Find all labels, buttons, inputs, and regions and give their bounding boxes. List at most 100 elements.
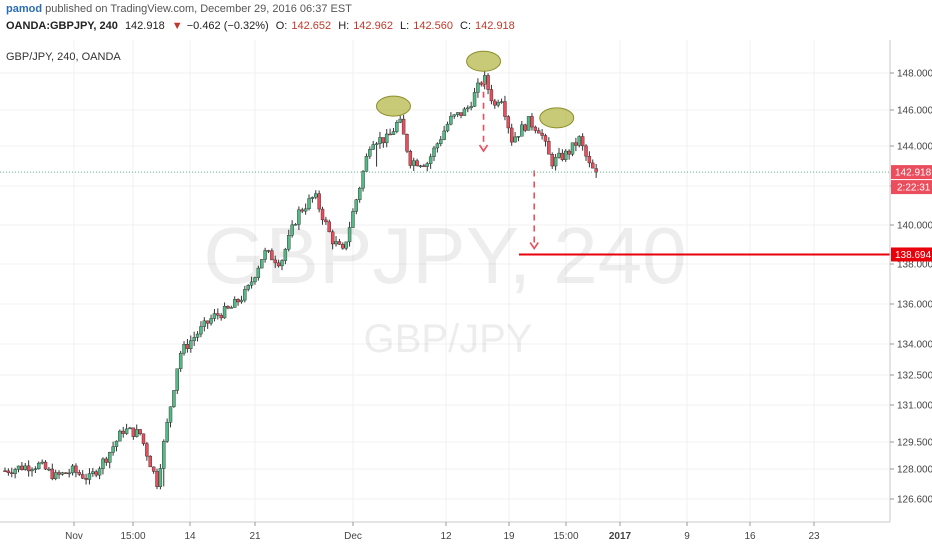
- candle-body: [466, 107, 470, 110]
- candle-body: [50, 468, 54, 480]
- candle-body: [462, 108, 467, 116]
- candle-body: [428, 156, 433, 164]
- candle-body: [499, 101, 504, 103]
- high-label: H:: [338, 20, 350, 32]
- candle-body: [469, 106, 473, 109]
- chart-legend: GBP/JPY, 240, OANDA: [6, 51, 121, 63]
- candle-body: [550, 154, 554, 167]
- candle-body: [357, 187, 362, 200]
- candle-body: [77, 472, 82, 475]
- candle-body: [108, 452, 112, 463]
- candle-body: [371, 144, 375, 150]
- candle-body: [114, 440, 119, 447]
- candle-body: [101, 458, 105, 469]
- candle-body: [567, 150, 571, 155]
- candle-body: [368, 149, 372, 157]
- candle-body: [26, 465, 31, 472]
- candle-body: [172, 390, 176, 407]
- candle-body: [374, 143, 379, 145]
- candle-body: [239, 299, 244, 303]
- y-tick-label: 144.000: [897, 142, 932, 153]
- candle-body: [3, 470, 7, 472]
- watermark-symbol: GBPJPY, 240: [203, 211, 686, 300]
- candle-body: [560, 152, 565, 160]
- candle-body: [472, 92, 477, 107]
- candle-body: [293, 224, 298, 226]
- candle-body: [104, 458, 109, 463]
- candle-body: [303, 208, 308, 212]
- candle-body: [128, 427, 132, 430]
- candle-body: [334, 241, 338, 245]
- y-tick-label: 132.500: [897, 371, 932, 382]
- candle-body: [141, 433, 146, 444]
- y-tick-label: 148.000: [897, 69, 932, 80]
- candle-body: [158, 468, 163, 487]
- candle-body: [70, 465, 75, 474]
- candle-body: [30, 469, 34, 472]
- candle-body: [486, 75, 490, 90]
- candle-body: [520, 124, 524, 137]
- candle-body: [33, 468, 38, 470]
- candle-body: [287, 235, 291, 250]
- candle-body: [91, 471, 95, 474]
- last-price-label: 142.918: [895, 168, 932, 179]
- candle-body: [479, 82, 483, 85]
- price-axis[interactable]: 126.600 128.000 129.500 131.000 132.500 134.0…: [890, 69, 932, 506]
- countdown-marker: [891, 180, 932, 195]
- x-tick-label: 19: [503, 531, 515, 542]
- candle-body: [256, 267, 261, 278]
- marker-ellipse: [375, 95, 411, 117]
- marker-ellipse: [466, 50, 502, 72]
- candle-body: [412, 160, 416, 166]
- candle-body: [145, 443, 149, 457]
- high-value: 142.962: [353, 20, 393, 32]
- price-chart[interactable]: GBPJPY, 240 GBP/JPY 126.600 128.000 129.50…: [0, 40, 932, 550]
- candle-body: [209, 318, 213, 324]
- candle-body: [297, 209, 301, 225]
- candle-body: [283, 249, 288, 261]
- publish-text: published on TradingView.com, December 2…: [45, 3, 352, 15]
- candle-body: [361, 171, 365, 189]
- x-tick-label: 21: [249, 531, 261, 542]
- candle-body: [418, 165, 423, 167]
- candle-body: [452, 114, 456, 117]
- candle-body: [47, 468, 51, 471]
- candle-body: [37, 462, 41, 469]
- grid: [0, 40, 890, 522]
- candle-body: [189, 340, 193, 349]
- candle-body: [530, 116, 534, 128]
- candle-body: [354, 199, 359, 212]
- candle-body: [263, 250, 267, 260]
- candle-body: [324, 219, 328, 223]
- candle-body: [43, 461, 48, 470]
- y-tick-label: 129.500: [897, 438, 932, 449]
- x-tick-label: 16: [744, 531, 756, 542]
- time-axis[interactable]: Nov 15:00 14 21 Dec 12 19 15:00 2017 9 16 23: [65, 522, 820, 542]
- x-tick-label: Dec: [344, 531, 362, 542]
- y-tick-label: 136.000: [897, 300, 932, 311]
- candle-body: [574, 142, 578, 146]
- candle-body: [314, 193, 318, 198]
- open-label: O:: [275, 20, 288, 32]
- publish-info: pamod published on TradingView.com, Dece…: [6, 3, 352, 15]
- candle-body: [425, 163, 429, 167]
- candle-body: [168, 406, 173, 423]
- y-tick-label: 126.600: [897, 495, 932, 506]
- target-price-label: 138.694: [895, 250, 932, 261]
- candle-body: [395, 122, 399, 132]
- candle-body: [249, 281, 254, 286]
- target-price-marker: [891, 247, 932, 262]
- candle-body: [439, 139, 443, 144]
- x-tick-label: 14: [184, 531, 196, 542]
- candle-body: [192, 337, 196, 342]
- low-label: L:: [400, 20, 410, 32]
- last-price: 142.918: [124, 20, 165, 32]
- publisher-username[interactable]: pamod: [6, 3, 43, 15]
- candle-body: [60, 472, 65, 475]
- candle-body: [151, 466, 156, 472]
- candle-body: [320, 208, 325, 221]
- candle-body: [253, 277, 257, 283]
- candle-body: [280, 260, 284, 267]
- candle-body: [330, 231, 335, 245]
- candle-body: [385, 133, 389, 144]
